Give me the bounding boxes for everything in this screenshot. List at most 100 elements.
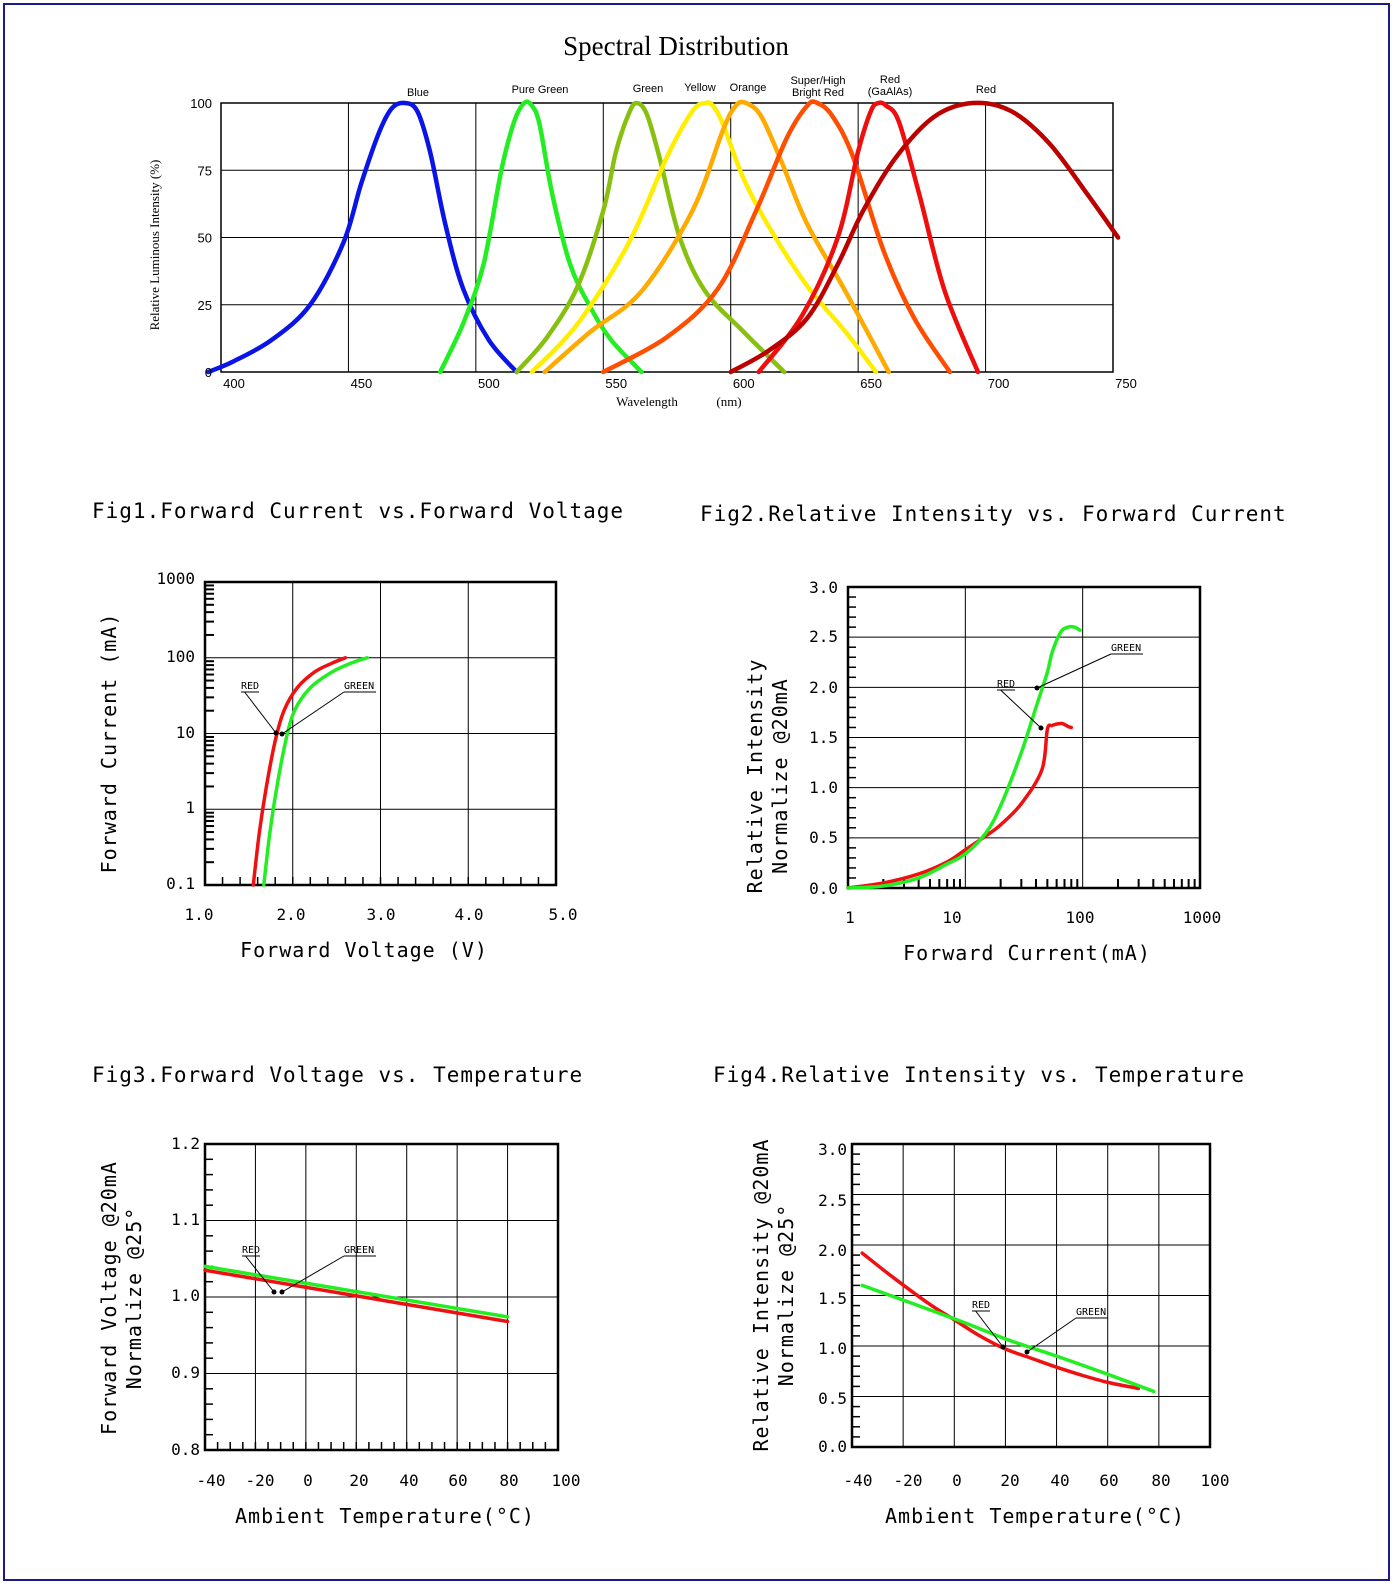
series-label: Green — [633, 83, 664, 95]
series-line-3-1 — [203, 1264, 510, 1319]
legend-arrowhead — [1034, 685, 1040, 691]
y-axis-label-2: Normalize @20mA — [768, 678, 792, 874]
y-axis-label: Forward Current (mA) — [97, 613, 121, 874]
x-tick-label: 400 — [223, 376, 245, 391]
y-tick-label: 2.0 — [809, 678, 838, 697]
series-line-0-7 — [728, 100, 1121, 375]
x-tick-label: 2.0 — [277, 905, 306, 924]
x-tick-label: 20 — [1000, 1471, 1019, 1490]
x-tick-label: 500 — [478, 376, 500, 391]
legend-arrowhead — [1038, 725, 1044, 731]
x-tick-label: 1000 — [1183, 908, 1222, 927]
series-line-0-0 — [206, 100, 519, 375]
x-tick-label: 80 — [1151, 1471, 1170, 1490]
y-tick-label: 1000 — [156, 569, 195, 588]
x-axis-label: Wavelength — [616, 394, 678, 409]
y-tick-label: 2.5 — [809, 627, 838, 646]
x-axis-label: Ambient Temperature(°C) — [235, 1504, 535, 1528]
series-line-4-0 — [860, 1251, 1141, 1391]
series-line-0-3 — [529, 100, 879, 375]
series-legend-label: GREEN — [1111, 643, 1141, 654]
x-axis-unit: (nm) — [716, 394, 741, 409]
y-tick-label: 2.0 — [818, 1241, 847, 1260]
x-tick-label: 100 — [552, 1471, 581, 1490]
legend-arrowhead — [273, 730, 279, 736]
y-tick-label: 1.2 — [171, 1134, 200, 1153]
y-tick-label: 0.0 — [809, 879, 838, 898]
legend-leader — [281, 1255, 345, 1293]
series-line-1-1 — [262, 656, 370, 887]
y-tick-label: 3.0 — [818, 1140, 847, 1159]
series-label-line: Red — [880, 74, 900, 86]
series-line-0-2 — [514, 100, 787, 375]
chart-title: Fig2.Relative Intensity vs. Forward Curr… — [700, 502, 1287, 526]
y-axis-label: Relative Intensity — [743, 659, 767, 894]
legend-arrowhead — [279, 1289, 285, 1295]
y-tick-label: 1.1 — [171, 1210, 200, 1229]
y-tick-label: 2.5 — [818, 1191, 847, 1210]
series-legend-label: RED — [242, 1245, 260, 1256]
series-label-line: Super/High — [790, 75, 845, 87]
y-tick-label: 0.5 — [809, 828, 838, 847]
series-label: Red — [976, 84, 996, 96]
series-line-0-5 — [601, 99, 953, 375]
x-tick-label: 450 — [351, 376, 373, 391]
x-tick-label: 10 — [942, 908, 961, 927]
x-tick-label: 600 — [733, 376, 755, 391]
y-tick-label: 50 — [198, 231, 212, 246]
series-label: Red (GaAlAs) — [868, 74, 913, 98]
y-tick-label: 0.9 — [171, 1363, 200, 1382]
chart-title: Fig4.Relative Intensity vs. Temperature — [713, 1063, 1245, 1087]
x-tick-label: 0 — [303, 1471, 313, 1490]
series-label: Orange — [730, 82, 767, 94]
y-tick-label: 3.0 — [809, 578, 838, 597]
x-tick-label: 60 — [1099, 1471, 1118, 1490]
page-frame — [3, 3, 1390, 1581]
y-axis-label: Forward Voltage @20mA — [97, 1161, 121, 1435]
y-tick-label: 75 — [198, 163, 212, 178]
x-tick-label: 550 — [605, 376, 627, 391]
x-tick-label: -20 — [894, 1471, 923, 1490]
y-tick-label: 0.1 — [166, 874, 195, 893]
y-tick-label: 0.5 — [818, 1389, 847, 1408]
series-line-3-0 — [203, 1268, 510, 1324]
x-tick-label: 80 — [499, 1471, 518, 1490]
series-legend-label: GREEN — [1076, 1307, 1106, 1318]
legend-leader — [1026, 1317, 1077, 1353]
x-tick-label: 650 — [860, 376, 882, 391]
x-tick-label: 40 — [399, 1471, 418, 1490]
y-tick-label: 25 — [198, 298, 212, 313]
x-axis-label: Forward Voltage (V) — [240, 938, 488, 962]
legend-leader — [245, 1255, 275, 1293]
y-axis-label: Relative Intensity @20mA — [749, 1139, 773, 1452]
x-tick-label: -40 — [844, 1471, 873, 1490]
y-tick-label: 0.8 — [171, 1440, 200, 1459]
legend-leader — [1036, 653, 1112, 689]
chart-title: Fig3.Forward Voltage vs. Temperature — [92, 1063, 583, 1087]
x-tick-label: 4.0 — [455, 905, 484, 924]
series-legend-label: RED — [972, 1300, 990, 1311]
x-tick-label: 5.0 — [549, 905, 578, 924]
plot-frame-2 — [846, 585, 1202, 890]
series-label: Blue — [407, 87, 429, 99]
y-tick-label: 100 — [166, 647, 195, 666]
x-tick-label: 100 — [1066, 908, 1095, 927]
series-label: Pure Green — [512, 84, 569, 96]
y-axis-label-2: Normalize @25° — [774, 1204, 798, 1387]
x-tick-label: 0 — [952, 1471, 962, 1490]
legend-leader — [975, 1310, 1004, 1348]
series-legend-label: GREEN — [344, 1245, 374, 1256]
x-tick-label: 60 — [448, 1471, 467, 1490]
series-line-4-1 — [860, 1283, 1156, 1394]
y-tick-label: 0.0 — [818, 1437, 847, 1456]
y-axis-label-2: Normalize @25° — [122, 1207, 146, 1390]
x-tick-label: 1 — [845, 908, 855, 927]
legend-leader — [281, 691, 345, 735]
series-line-2-0 — [846, 721, 1074, 890]
legend-leader — [1000, 689, 1042, 729]
plot-frame-4 — [850, 1142, 1212, 1449]
plot-frame-0 — [220, 102, 1114, 373]
series-line-0-1 — [437, 99, 644, 375]
series-legend-label: RED — [997, 679, 1015, 690]
x-axis-label: Forward Current(mA) — [903, 941, 1151, 965]
